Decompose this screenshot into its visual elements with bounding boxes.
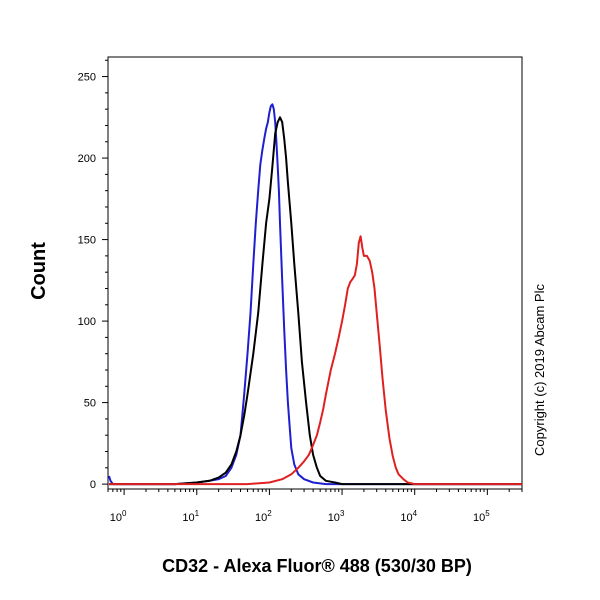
y-tick-label: 50 [84,398,96,410]
y-tick-label: 200 [78,153,96,165]
x-tick-label: 104 [400,509,417,524]
x-tick-label: 102 [255,509,272,524]
copyright-annotation: Copyright (c) 2019 Abcam Plc [532,284,547,456]
x-tick-label: 100 [110,509,127,524]
series-layer [108,103,522,486]
y-tick-label: 100 [78,316,96,328]
y-tick-label: 250 [78,72,96,84]
x-tick-label: 103 [328,509,345,524]
x-tick-label: 101 [182,509,199,524]
series-line-2 [109,116,522,486]
x-axis: 100 101 102 103 104 105 [107,489,523,524]
y-tick-label: 0 [90,479,96,491]
plot-area-frame [107,56,523,490]
x-tick-label: 105 [473,509,490,524]
series-line-3 [109,235,522,486]
y-tick-label: 150 [78,235,96,247]
y-axis: 0 50 100 150 200 250 [78,59,108,491]
x-axis-label: CD32 - Alexa Fluor® 488 (530/30 BP) [162,556,472,576]
y-axis-label: Count [28,242,50,300]
